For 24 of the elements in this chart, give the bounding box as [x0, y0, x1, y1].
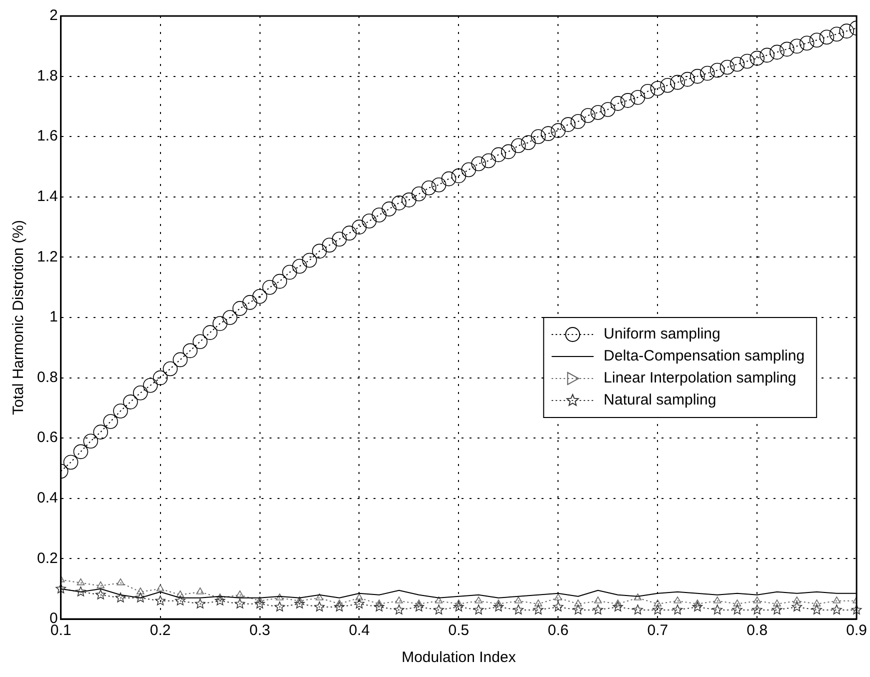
- y-tick-label: 0.8: [36, 368, 58, 386]
- x-axis-title: Modulation Index: [402, 649, 516, 666]
- legend-label: Linear Interpolation sampling: [604, 370, 796, 387]
- y-tick-label: 0.4: [36, 490, 58, 507]
- x-tick-label: 0.5: [448, 622, 470, 640]
- x-tick-label: 0.2: [150, 622, 171, 640]
- y-tick-label: 0.6: [36, 429, 58, 446]
- y-tick-label: 1.4: [36, 188, 58, 206]
- legend-label: Natural sampling: [604, 392, 716, 409]
- y-axis-title: Total Harmonic Distrotion (%): [10, 220, 28, 416]
- y-tick-label: 0.2: [36, 550, 58, 567]
- y-tick-label: 1.6: [36, 128, 58, 145]
- legend-label: Delta-Compensation sampling: [604, 348, 805, 365]
- legend-label: Uniform sampling: [604, 326, 720, 343]
- y-tick-label: 1.2: [36, 248, 58, 266]
- x-tick-label: 0.8: [746, 622, 768, 640]
- x-tick-label: 0.4: [348, 622, 370, 640]
- x-tick-label: 0.9: [846, 622, 868, 640]
- y-tick-label: 2: [50, 7, 58, 24]
- x-tick-label: 0.7: [647, 622, 668, 640]
- y-tick-label: 1.8: [36, 67, 58, 84]
- x-tick-label: 0.6: [548, 622, 569, 640]
- x-tick-label: 0.3: [249, 622, 270, 640]
- y-tick-label: 1: [50, 308, 58, 326]
